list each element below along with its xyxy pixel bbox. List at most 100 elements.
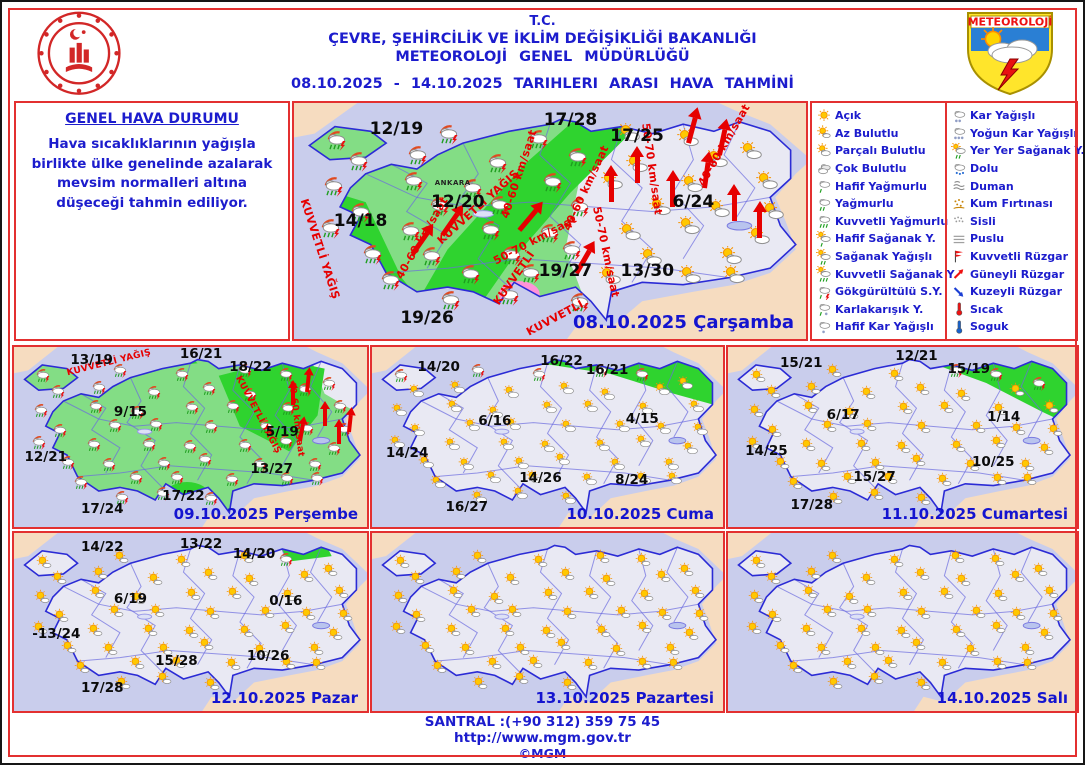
temperature-label: 10/25 <box>971 454 1015 471</box>
temperature-label: 18/22 <box>229 358 272 375</box>
temperature-label: 16/27 <box>445 499 489 516</box>
hail-icon <box>951 161 968 177</box>
footer-phone: SANTRAL :(+90 312) 359 75 45 <box>424 714 661 730</box>
city-label: ANKARA <box>434 179 471 188</box>
temperature-label: 14/20 <box>417 358 460 375</box>
north-wind-icon <box>951 284 968 300</box>
temperature-label: 16/21 <box>585 362 629 379</box>
turkey-map-svg <box>728 533 1077 711</box>
legend-item: Kuvvetli Sağanak Y <box>816 265 955 283</box>
legend-item-label: Yağmurlu <box>835 197 894 211</box>
legend-item: Kuvvetli Rüzgar <box>951 248 1075 266</box>
legend-item: Hafif Sağanak Y. <box>816 230 944 248</box>
temperature-label: 9/15 <box>113 403 148 420</box>
temperature-label: 10/26 <box>246 647 290 664</box>
clouds-icon <box>816 161 833 177</box>
legend-item: Yoğun Kar Yağışlı <box>951 125 1077 143</box>
header-ministry-title: ÇEVRE, ŞEHİRCİLİK VE İKLİM DEĞİŞİKLİĞİ B… <box>328 31 757 47</box>
strong-wind-icon <box>951 249 968 265</box>
general-overview-box: GENEL HAVA DURUMU Hava sıcaklıklarının y… <box>14 101 290 341</box>
temperature-label: 17/24 <box>80 501 124 517</box>
temperature-label: 5/19 <box>265 423 299 440</box>
legend-item: Sıcak <box>951 301 1075 319</box>
temperature-label: 14/18 <box>333 211 388 231</box>
temperature-label: 14/20 <box>232 546 276 563</box>
temperature-label: 1/14 <box>987 409 1021 426</box>
temperature-label: 12/21 <box>24 448 68 465</box>
meteorology-shield-icon: METEOROLOJİ <box>967 12 1053 96</box>
light-shower-icon <box>816 230 833 247</box>
legend-item-label: Açık <box>835 109 862 123</box>
legend-item: Güneyli Rüzgar <box>951 265 1075 283</box>
temperature-label: 8/24 <box>615 472 649 489</box>
thunderstorm-icon <box>816 284 833 300</box>
legend-item: Gökgürültülü S.Y. <box>816 283 944 301</box>
legend-item: Kum Fırtınası <box>951 195 1075 213</box>
meteorology-shield-logo: METEOROLOJİ <box>960 9 1060 96</box>
temperature-label: 13/27 <box>250 461 293 478</box>
legend-item-label: Soguk <box>970 320 1009 334</box>
temperature-label: 13/22 <box>179 535 223 552</box>
temperature-label: 4/15 <box>625 411 659 427</box>
footer-copyright: ©MGM <box>518 746 567 761</box>
temperature-label: 13/19 <box>70 351 113 368</box>
turkey-map-svg <box>14 533 367 711</box>
shower-icon <box>816 248 833 265</box>
fog-icon <box>951 213 968 229</box>
legend-item-label: Duman <box>970 179 1014 193</box>
temperature-label: 14/26 <box>519 470 562 487</box>
legend-item-label: Gökgürültülü S.Y. <box>835 285 943 299</box>
header-mgm-title: METEOROLOJİ GENEL MÜDÜRLÜĞÜ <box>395 49 690 65</box>
map-panel-carsamba: 12/19 17/28 17/25 12/20 6/24 14/18 19/26 19/27 1… <box>292 101 808 341</box>
legend-item-label: Kuvvetli Sağanak Y <box>835 267 955 281</box>
temperature-label: 14/22 <box>80 539 124 556</box>
map-date-label: 10.10.2025 Cuma <box>566 505 714 523</box>
temperature-label: 15/19 <box>947 360 991 377</box>
header-date-range: 08.10.2025 - 14.10.2025 TARIHLERI ARASI … <box>291 76 794 92</box>
header: T.C. ÇEVRE, ŞEHİRCİLİK VE İKLİM DEĞİŞİKL… <box>152 14 933 92</box>
legend-item-label: Dolu <box>970 162 999 176</box>
legend-item-label: Karlakarışık Y. <box>835 302 924 316</box>
temperature-label: 6/17 <box>826 407 860 424</box>
temperature-label: 6/19 <box>113 590 148 607</box>
turkey-map: 14/20 16/22 16/21 6/16 4/15 14/24 14/26 8/24 16/… <box>372 347 723 527</box>
light-rain-icon <box>816 178 833 194</box>
map-date-label: 09.10.2025 Perşembe <box>173 505 358 523</box>
legend-item-label: Puslu <box>970 232 1005 246</box>
heavy-snow-icon <box>951 125 968 141</box>
sleet-icon <box>816 301 833 317</box>
haze-icon <box>951 231 968 247</box>
south-wind-icon <box>951 266 968 282</box>
light-snow-icon <box>816 319 833 335</box>
temperature-label: 17/28 <box>80 679 124 696</box>
scattered-shower-icon <box>951 142 968 159</box>
legend-item: Soguk <box>951 318 1075 336</box>
sun-small-cloud-icon <box>816 125 833 141</box>
legend-item-label: Kum Fırtınası <box>970 197 1053 211</box>
turkey-map-svg <box>372 533 723 711</box>
header-tc: T.C. <box>529 14 556 29</box>
temperature-label: 19/26 <box>400 307 454 328</box>
legend-item: Yer Yer Sağanak Y. <box>951 142 1083 160</box>
map-panel-persembe: 13/19 16/21 18/22 9/15 5/19 12/21 13/27 17/22 17… <box>12 345 369 529</box>
footer: SANTRAL :(+90 312) 359 75 45 http://www.… <box>2 714 1083 761</box>
legend-item: Kuvvetli Yağmurlu <box>816 213 948 231</box>
temperature-label: 0/16 <box>269 592 303 609</box>
legend-item-label: Hafif Sağanak Y. <box>835 232 936 246</box>
map-date-label: 13.10.2025 Pazartesi <box>535 689 715 707</box>
legend-item-label: Yer Yer Sağanak Y. <box>970 144 1085 158</box>
temperature-label: 19/27 <box>538 260 593 281</box>
legend-item-label: Sisli <box>970 214 996 228</box>
turkey-map: 15/21 12/21 15/19 6/17 1/14 14/25 10/25 15/27 17… <box>728 347 1077 527</box>
temperature-label: 12/20 <box>431 192 485 213</box>
map-date-label: 08.10.2025 Çarşamba <box>572 312 794 333</box>
temperature-label: 12/19 <box>369 118 424 139</box>
overview-text: Hava sıcaklıklarının yağışla birlikte ül… <box>31 136 273 211</box>
temperature-label: 15/28 <box>155 653 198 670</box>
map-date-label: 11.10.2025 Cumartesi <box>881 505 1068 523</box>
legend-item: Hafif Yağmurlu <box>816 177 944 195</box>
legend-item: Dolu <box>951 160 1075 178</box>
map-panel-cuma: 14/20 16/22 16/21 6/16 4/15 14/24 14/26 8/24 16/… <box>370 345 725 529</box>
legend-item-label: Kuzeyli Rüzgar <box>970 285 1062 299</box>
legend-item: Karlakarışık Y. <box>816 301 944 319</box>
